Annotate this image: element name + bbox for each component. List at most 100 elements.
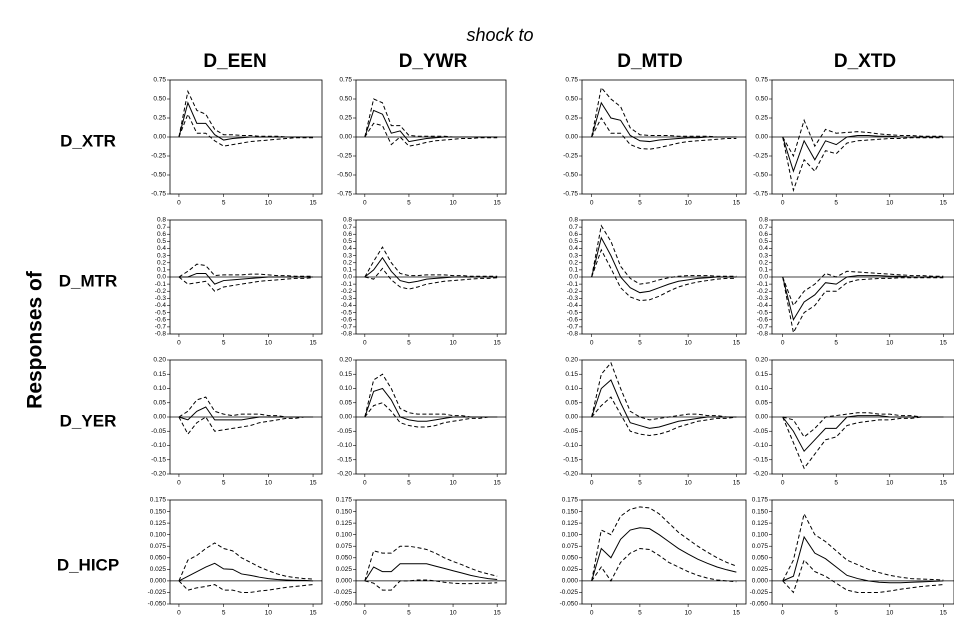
y-tick-label: 0.05 [755,399,768,406]
y-tick-label: -0.3 [567,295,579,302]
y-tick-label: 0.4 [157,245,166,252]
row-label: D_HICP [57,555,119,574]
y-tick-label: 0.100 [752,531,769,538]
response-line [591,506,737,581]
y-tick-label: -0.4 [155,302,167,309]
y-tick-label: -0.75 [337,191,352,198]
x-tick-label: 15 [494,480,502,487]
x-tick-label: 10 [685,200,693,207]
y-tick-label: 0.75 [565,77,578,84]
y-tick-label: 0.05 [565,399,578,406]
y-tick-label: 0.1 [759,267,768,274]
response-line [364,246,498,278]
y-tick-label: 0.6 [343,231,352,238]
y-tick-label: 0.75 [339,77,352,84]
x-tick-label: 10 [449,200,457,207]
y-tick-label: -0.5 [757,309,769,316]
x-tick-label: 0 [363,200,367,207]
y-tick-label: 0.175 [336,497,353,504]
y-tick-label: 0.4 [569,245,578,252]
y-tick-label: -0.050 [560,601,579,608]
x-tick-label: 5 [638,340,642,347]
x-tick-label: 5 [834,200,838,207]
y-tick-label: -0.6 [567,316,579,323]
response-line [782,270,944,307]
x-tick-label: 5 [222,610,226,617]
y-tick-label: -0.7 [567,324,579,331]
y-tick-label: -0.20 [753,471,768,478]
x-tick-label: 0 [177,480,181,487]
y-tick-label: 0.125 [562,520,579,527]
y-tick-label: 0.50 [339,96,352,103]
x-tick-label: 15 [309,610,317,617]
x-tick-label: 10 [449,480,457,487]
y-tick-label: 0.0 [157,274,166,281]
y-tick-label: -0.5 [567,309,579,316]
y-tick-label: 0.7 [157,224,166,231]
response-line [782,559,944,594]
column-label: D_XTD [834,51,896,72]
plot-frame [581,499,747,605]
y-tick-label: 0.5 [569,238,578,245]
y-tick-label: -0.2 [567,288,579,295]
y-tick-label: -0.8 [155,331,167,338]
y-tick-label: 0.00 [339,414,352,421]
y-tick-label: 0.5 [157,238,166,245]
y-tick-label: -0.4 [341,302,353,309]
y-tick-label: 0.00 [565,414,578,421]
response-line [178,263,314,278]
y-tick-label: -0.1 [341,281,353,288]
response-line [178,416,314,436]
response-line [364,563,498,582]
y-tick-label: -0.15 [337,456,352,463]
y-tick-label: -0.3 [155,295,167,302]
x-tick-label: 0 [781,340,785,347]
y-tick-label: 0.075 [336,543,353,550]
y-tick-label: -0.25 [151,153,166,160]
y-tick-label: 0.1 [343,267,352,274]
y-tick-label: -0.25 [563,153,578,160]
y-tick-label: -0.3 [341,295,353,302]
response-line [591,527,737,582]
y-tick-label: -0.10 [337,442,352,449]
y-tick-label: 0.0 [569,274,578,281]
x-tick-label: 10 [886,480,894,487]
x-tick-label: 15 [940,340,948,347]
y-tick-label: -0.7 [341,324,353,331]
y-tick-label: 0.150 [562,508,579,515]
y-tick-label: 0.150 [752,508,769,515]
y-tick-label: 0.75 [755,77,768,84]
x-tick-label: 15 [940,610,948,617]
y-tick-label: 0.00 [153,134,166,141]
y-tick-label: -0.20 [151,471,166,478]
response-line [591,224,737,285]
x-tick-label: 0 [363,480,367,487]
x-tick-label: 0 [590,340,594,347]
column-label: D_EEN [203,51,266,72]
x-tick-label: 5 [834,340,838,347]
response-line [782,412,944,438]
x-tick-label: 0 [177,200,181,207]
row-label: D_MTR [59,271,118,290]
x-tick-label: 10 [886,340,894,347]
response-line [178,112,314,147]
y-tick-label: 0.175 [752,497,769,504]
response-line [591,248,737,302]
x-tick-label: 10 [265,340,273,347]
y-tick-label: 0.10 [565,385,578,392]
y-tick-label: 0.20 [339,357,352,364]
response-line [591,379,737,429]
y-tick-label: -0.50 [563,172,578,179]
y-tick-label: -0.5 [155,309,167,316]
y-tick-label: 0.025 [562,566,579,573]
y-tick-label: -0.7 [155,324,167,331]
y-tick-label: 0.5 [343,238,352,245]
y-tick-label: 0.7 [343,224,352,231]
y-tick-label: -0.2 [155,288,167,295]
y-tick-label: -0.6 [341,316,353,323]
side-label: Responses of [24,270,47,409]
y-tick-label: 0.7 [759,224,768,231]
header: shock to [466,25,533,45]
x-tick-label: 0 [781,200,785,207]
